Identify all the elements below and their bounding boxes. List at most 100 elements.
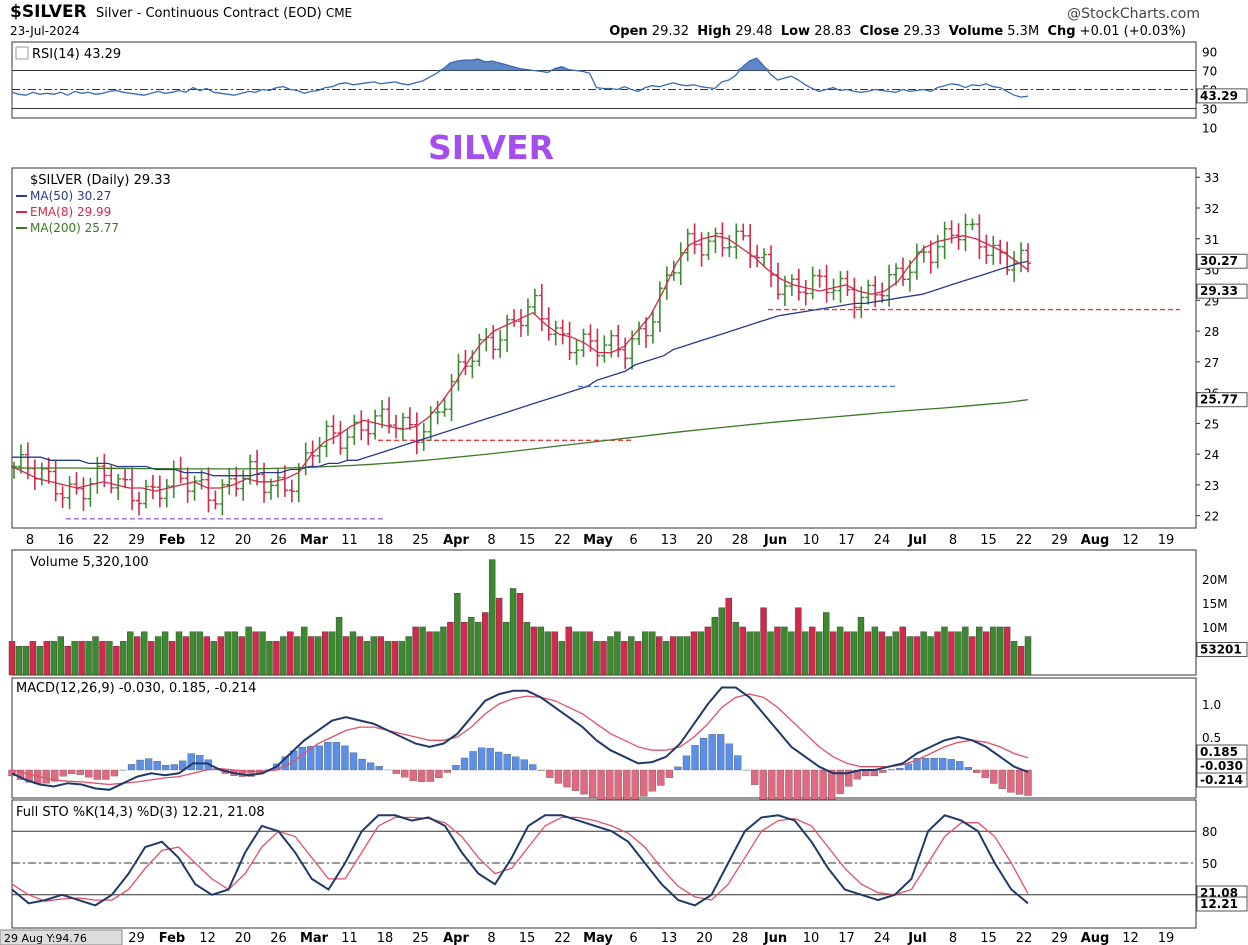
macd-histogram-bar xyxy=(477,747,486,771)
volume-bar xyxy=(871,626,879,676)
volume-bar xyxy=(990,626,997,676)
date-tick-23: 17 xyxy=(838,533,855,548)
macd-histogram-bar xyxy=(187,753,195,771)
volume-bar xyxy=(725,597,732,676)
volume-bar xyxy=(85,641,92,676)
volume-bar xyxy=(760,607,767,676)
volume-label: Volume xyxy=(948,24,1004,39)
date-tick-25: Jul xyxy=(907,533,927,548)
ema8-legend: EMA(8) 29.99 xyxy=(30,205,111,219)
brand-label[interactable]: @StockCharts.com xyxy=(1067,6,1200,22)
macd-histogram-bar xyxy=(59,769,67,777)
macd-histogram-bar xyxy=(938,757,947,771)
sto-date-tick-12: Apr xyxy=(443,931,469,945)
macd-histogram-bar xyxy=(443,769,452,773)
macd-histogram-bar xyxy=(546,769,554,778)
volume-bar xyxy=(1003,626,1011,676)
date-tick-6: 20 xyxy=(235,533,252,548)
date-tick-0: 8 xyxy=(26,533,34,548)
rsi-current-label: 43.29 xyxy=(1200,89,1238,103)
macd-histogram-bar xyxy=(93,769,102,780)
macd-histogram-bar xyxy=(503,754,511,771)
macd-histogram-bar xyxy=(25,769,33,783)
price-title: $SILVER (Daily) 29.33 xyxy=(30,173,171,188)
rsi-legend-swatch xyxy=(15,46,29,60)
volume-bar xyxy=(342,636,350,676)
macd-histogram-bar xyxy=(136,759,144,771)
macd-histogram-bar xyxy=(460,757,469,771)
macd-histogram-bar xyxy=(68,769,76,775)
macd-histogram-bar xyxy=(588,769,597,799)
volume-bar xyxy=(259,631,266,676)
volume-bar xyxy=(913,636,920,676)
footer-readout: 29 Aug Y:94.76 xyxy=(4,932,87,945)
ohlc-readout: Open 29.32 High 29.48 Low 28.83 Close 29… xyxy=(609,24,1186,39)
volume-bar xyxy=(544,631,552,676)
date-tick-8: Mar xyxy=(300,533,329,548)
volume-bar xyxy=(64,645,71,676)
macd-histogram-bar xyxy=(401,769,409,778)
sto-date-tick-24: 24 xyxy=(874,931,891,945)
volume-bar xyxy=(927,636,934,676)
price-tick-33: 33 xyxy=(1204,171,1219,185)
macd-histogram-bar xyxy=(170,764,178,771)
macd-histogram-bar xyxy=(144,758,153,771)
price-tick-22: 22 xyxy=(1204,510,1219,524)
ma200-legend: MA(200) 25.77 xyxy=(30,221,119,235)
macd-histogram-bar xyxy=(153,761,161,771)
volume-bar xyxy=(266,641,273,676)
symbol-title: $SILVER xyxy=(10,2,87,22)
macd-histogram-bar xyxy=(1024,769,1032,796)
macd-title: MACD(12,26,9) -0.030, 0.185, -0.214 xyxy=(16,681,256,696)
volume-bar xyxy=(558,641,565,676)
sto-date-tick-20: 28 xyxy=(732,931,749,945)
rsi-title: RSI(14) 43.29 xyxy=(32,47,121,62)
volume-bar xyxy=(822,612,830,676)
macd-histogram-bar xyxy=(42,769,50,784)
volume-bar xyxy=(739,626,746,676)
date-tick-27: 15 xyxy=(980,533,997,548)
volume-bar xyxy=(134,636,141,676)
macd-histogram-bar xyxy=(298,746,306,771)
sto-date-tick-7: 26 xyxy=(270,931,287,945)
ma200-current-label: 25.77 xyxy=(1200,393,1238,407)
macd-histogram-bar xyxy=(392,769,400,774)
macd-histogram-bar xyxy=(623,769,631,800)
rsi-tick-70: 70 xyxy=(1202,65,1217,79)
volume-bar xyxy=(231,631,238,676)
ma50-current-label: 30.27 xyxy=(1200,254,1238,268)
volume-bar xyxy=(50,641,57,676)
date-tick-3: 29 xyxy=(128,533,145,548)
volume-bar xyxy=(767,631,774,676)
macd-histogram-bar xyxy=(827,769,836,801)
volume-bar xyxy=(704,626,712,676)
volume-tick-15M: 15M xyxy=(1202,597,1228,611)
rsi-tick-10: 10 xyxy=(1202,122,1217,136)
volume-bar xyxy=(294,636,301,676)
rsi-tick-30: 30 xyxy=(1202,103,1217,117)
volume-bar xyxy=(955,631,962,676)
volume-bar xyxy=(983,631,990,676)
volume-current-label-box xyxy=(1196,642,1248,658)
volume-bar xyxy=(746,631,753,676)
volume-bar xyxy=(363,641,371,676)
sto-date-tick-14: 15 xyxy=(519,931,536,945)
volume-bar xyxy=(586,631,593,676)
volume-bar xyxy=(113,645,120,676)
macd-histogram-bar xyxy=(657,769,665,786)
sto-date-tick-19: 20 xyxy=(696,931,713,945)
volume-bar xyxy=(29,641,37,676)
date-tick-21: Jun xyxy=(763,533,787,548)
macd-histogram-bar xyxy=(324,741,332,771)
date-tick-29: 29 xyxy=(1051,533,1068,548)
volume-bar xyxy=(273,641,280,676)
volume-bar xyxy=(551,631,558,676)
volume-bar xyxy=(732,621,739,676)
open-label: Open xyxy=(609,24,648,39)
macd-histogram-bar xyxy=(1015,769,1024,795)
price-tick-27: 27 xyxy=(1204,356,1219,370)
volume-bar xyxy=(189,631,197,676)
macd-histogram-bar xyxy=(819,769,827,805)
macd-histogram-bar xyxy=(751,769,759,785)
